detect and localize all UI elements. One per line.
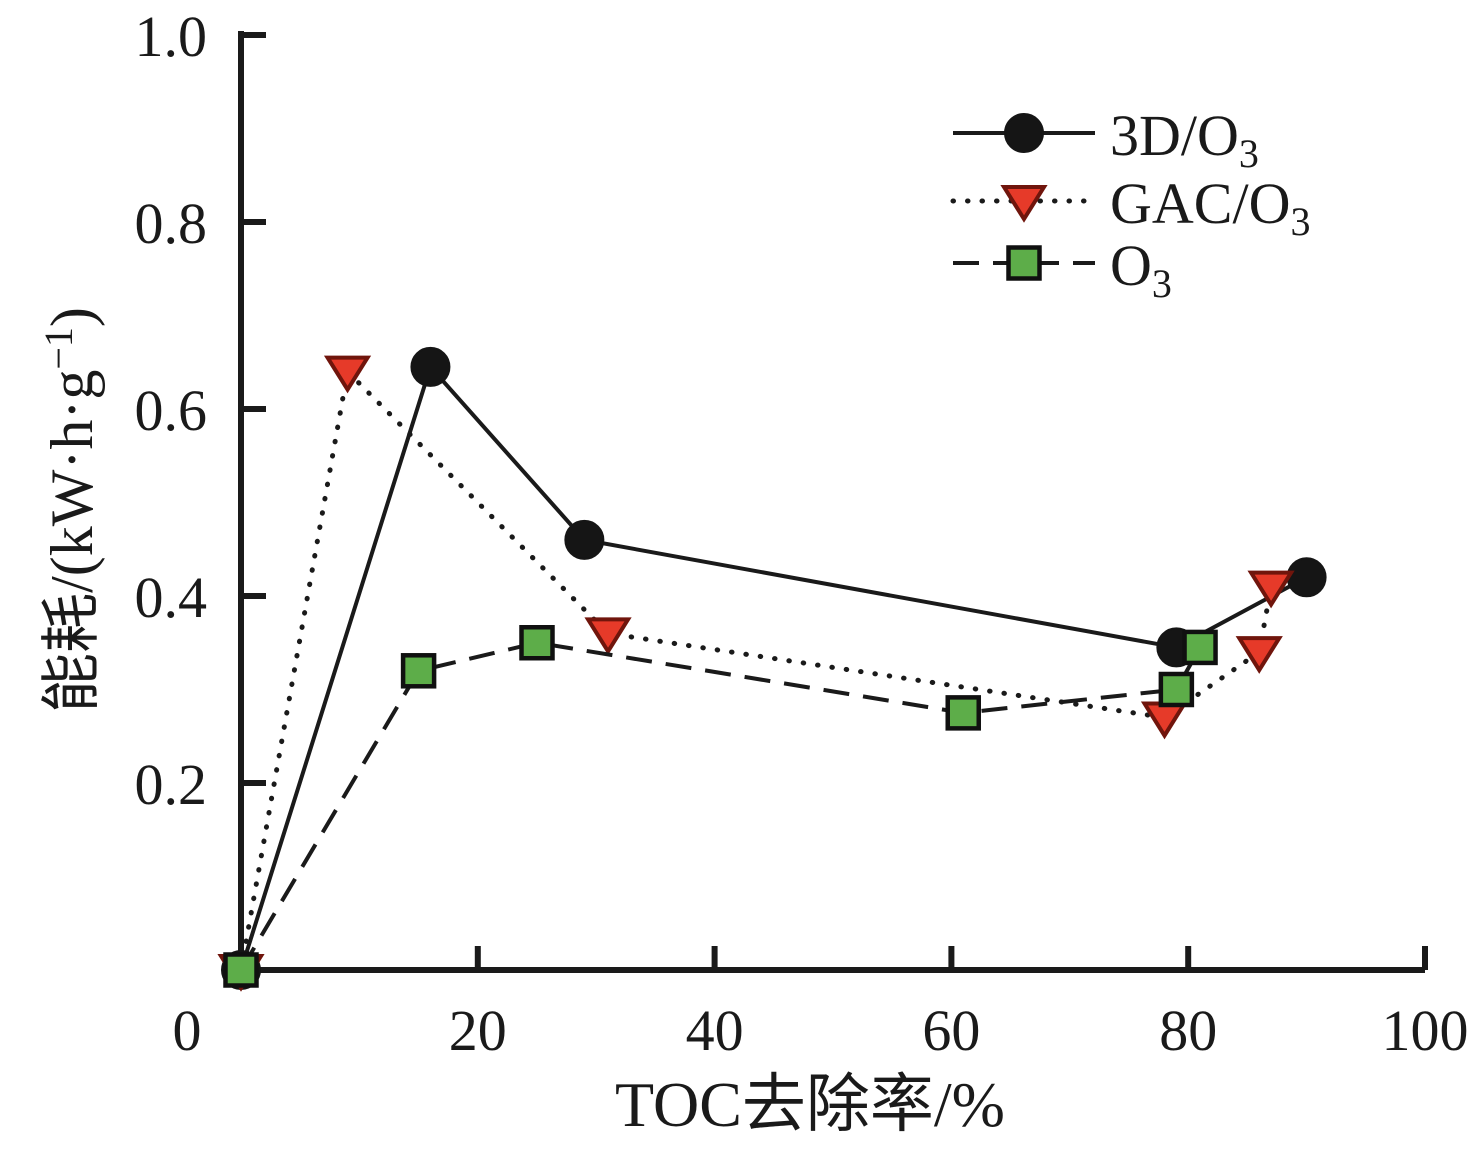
y-tick-label: 1.0 bbox=[135, 4, 208, 69]
x-tick-label: 20 bbox=[449, 998, 507, 1063]
marker-gac-o3 bbox=[1140, 701, 1189, 740]
x-tick-label: 60 bbox=[922, 998, 980, 1063]
legend-marker-gac-o3 bbox=[1000, 185, 1048, 223]
series-line-3d-o3 bbox=[239, 362, 1308, 971]
legend-marker-o3 bbox=[1006, 245, 1042, 281]
x-axis-title: TOC去除率/% bbox=[615, 1069, 1005, 1140]
legend-item-gac-o3: GAC/O3 bbox=[950, 171, 1310, 244]
y-tick-label: 0.6 bbox=[135, 378, 208, 443]
marker-3d-o3 bbox=[1286, 557, 1327, 598]
legend-marker-3d-o3 bbox=[1004, 113, 1044, 153]
legend-label-o3: O3 bbox=[1110, 233, 1172, 306]
marker-o3 bbox=[400, 653, 437, 689]
legend-item-o3: O3 bbox=[953, 233, 1172, 306]
series-line-gac-o3 bbox=[238, 366, 1274, 973]
legend-label-3d-o3: 3D/O3 bbox=[1110, 103, 1259, 176]
marker-o3 bbox=[945, 695, 981, 731]
y-tick-label: 0.8 bbox=[135, 191, 208, 256]
marker-3d-o3 bbox=[564, 519, 605, 560]
x-tick-label: 80 bbox=[1159, 998, 1217, 1063]
marker-gac-o3 bbox=[1235, 636, 1283, 674]
marker-o3 bbox=[519, 625, 555, 661]
marker-o3 bbox=[1158, 671, 1195, 708]
marker-gac-o3 bbox=[584, 617, 632, 656]
legend-item-3d-o3: 3D/O3 bbox=[953, 103, 1259, 176]
marker-gac-o3 bbox=[1247, 570, 1295, 609]
marker-3d-o3 bbox=[410, 346, 451, 387]
x-tick-label: 100 bbox=[1382, 998, 1469, 1063]
marker-o3 bbox=[223, 952, 259, 988]
legend-label-gac-o3: GAC/O3 bbox=[1110, 171, 1310, 244]
marker-o3 bbox=[1182, 629, 1218, 666]
y-axis-title: 能耗/(kW·h·g−1) bbox=[36, 307, 105, 713]
y-tick-label: 0.4 bbox=[135, 565, 208, 630]
x-tick-label: 40 bbox=[686, 998, 744, 1063]
y-tick-label: 0.2 bbox=[135, 752, 208, 817]
origin-tick-label: 0 bbox=[173, 998, 202, 1063]
series-line-o3 bbox=[239, 640, 1202, 972]
marker-gac-o3 bbox=[323, 355, 372, 394]
